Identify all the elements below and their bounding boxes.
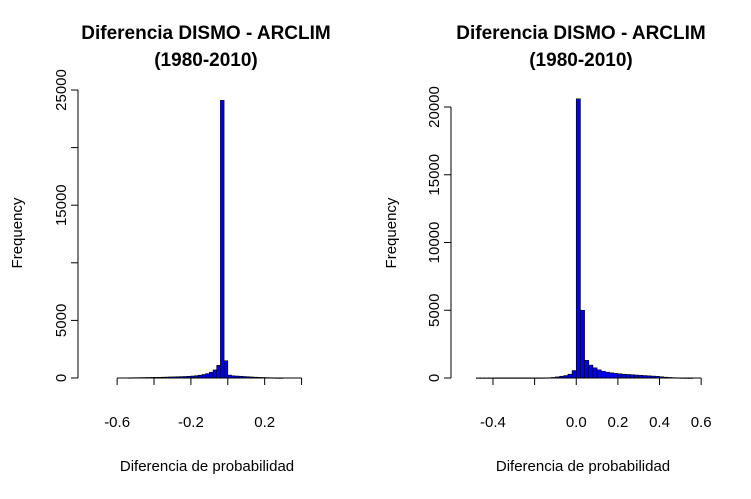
histogram-bar <box>201 374 206 379</box>
y-tick-label: 10000 <box>426 222 443 264</box>
y-axis: 0 5000 15000 25000 <box>53 69 79 382</box>
histogram-bar <box>220 100 225 379</box>
histogram-bar <box>484 377 490 379</box>
x-tick-label: 0.6 <box>691 414 712 431</box>
histogram-bar <box>216 365 221 379</box>
y-tick-label: 5000 <box>426 294 443 327</box>
chart-subtitle: (1980-2010) <box>529 50 633 71</box>
x-tick-label: -0.2 <box>178 414 204 431</box>
histogram-bar <box>480 377 485 379</box>
histogram-bar <box>212 369 218 379</box>
y-tick-label: 20000 <box>426 86 443 128</box>
histogram-bar <box>605 371 610 379</box>
x-axis: -0.4 0.0 0.2 0.4 0.6 <box>480 377 712 431</box>
y-tick-label: 0 <box>53 374 70 382</box>
x-axis-label: Diferencia de probabilidad <box>120 458 294 475</box>
x-tick-label: 0.2 <box>607 414 628 431</box>
y-axis-label: Frequency <box>383 197 400 268</box>
chart-title: Diferencia DISMO - ARCLIM <box>456 23 706 44</box>
histogram-bar <box>592 367 598 379</box>
histogram-panel-right: Diferencia DISMO - ARCLIM (1980-2010) -0… <box>383 23 712 475</box>
x-tick-label: 0.0 <box>566 414 587 431</box>
histogram-bar <box>205 373 210 379</box>
histogram-bar <box>209 371 214 379</box>
histogram-bar <box>588 364 594 379</box>
y-axis: 0 5000 10000 15000 20000 <box>426 86 452 382</box>
histogram-bar <box>617 373 623 379</box>
histogram-bar <box>223 360 229 379</box>
y-tick-label: 25000 <box>53 69 70 111</box>
histogram-bar <box>580 309 585 379</box>
x-tick-label: 0.2 <box>254 414 275 431</box>
x-tick-label: -0.4 <box>480 414 506 431</box>
histogram-bar <box>596 369 602 379</box>
x-tick-label: -0.6 <box>104 414 130 431</box>
y-tick-label: 15000 <box>426 154 443 196</box>
y-tick-label: 0 <box>426 374 443 382</box>
histogram-bar <box>600 370 606 379</box>
histogram-bar <box>488 377 494 379</box>
x-axis: -0.6 -0.2 0.2 <box>104 377 303 431</box>
histogram-panel-left: Diferencia DISMO - ARCLIM (1980-2010) -0… <box>9 23 331 475</box>
histogram-bar <box>625 374 631 379</box>
chart-title: Diferencia DISMO - ARCLIM <box>81 23 331 44</box>
x-axis-label: Diferencia de probabilidad <box>496 458 670 475</box>
histogram-bar <box>575 98 581 379</box>
chart-subtitle: (1980-2010) <box>154 50 258 71</box>
histogram-bar <box>584 360 590 379</box>
histogram-bar <box>571 370 577 379</box>
histogram-bar <box>609 372 615 379</box>
histogram-bar <box>613 373 619 379</box>
x-tick-label: 0.4 <box>649 414 670 431</box>
histogram-bar <box>476 377 481 379</box>
y-tick-label: 15000 <box>53 184 70 226</box>
histogram-bar <box>621 373 627 379</box>
y-tick-label: 5000 <box>53 304 70 337</box>
y-axis-label: Frequency <box>9 197 26 268</box>
histogram-bar <box>567 373 573 379</box>
